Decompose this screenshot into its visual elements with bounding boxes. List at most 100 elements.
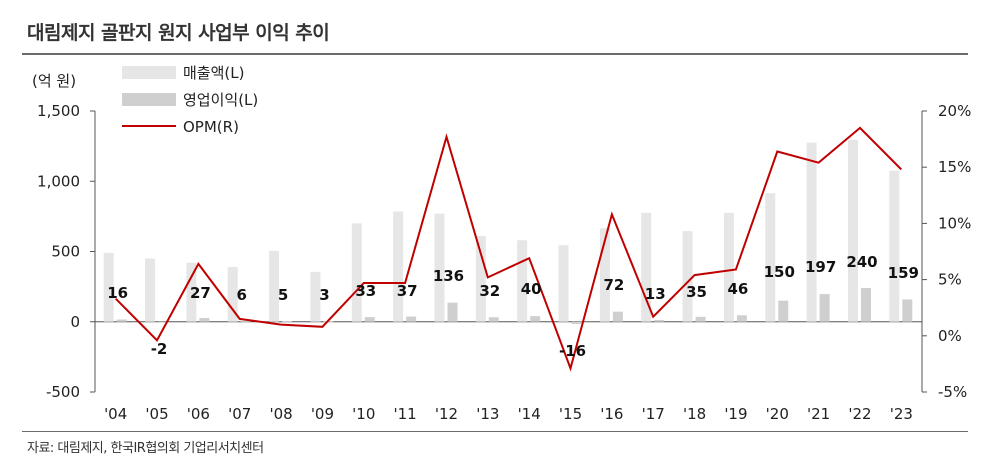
x-tick-label: '21 [807,405,830,423]
footer-divider [22,431,968,432]
chart-title: 대림제지 골판지 원지 사업부 이익 추이 [27,22,330,44]
x-tick-label: '17 [642,405,665,423]
data-label: 46 [727,280,748,298]
operating-income-bar [116,319,127,322]
x-tick-label: '20 [766,405,789,423]
right-tick-label: 0% [938,327,962,345]
title-divider [22,53,968,55]
data-label: 150 [764,263,795,281]
data-label: 72 [603,276,624,294]
data-label: 40 [521,280,542,298]
sales-bar [558,245,569,322]
sales-bar [186,262,197,322]
sales-bar [806,142,817,322]
source-note: 자료: 대림제지, 한국IR협의회 기업리서치센터 [27,441,264,456]
legend-opm-label: OPM(R) [183,118,239,136]
data-label: 5 [278,286,288,304]
operating-income-bar [612,311,623,322]
sales-bar [103,252,114,322]
x-tick-label: '11 [394,405,417,423]
operating-income-bar [860,288,871,322]
data-label: -16 [559,342,586,360]
operating-income-bar [654,319,665,322]
sales-bar [351,223,362,322]
left-tick-label: 1,500 [37,102,80,120]
sales-bar [145,258,156,322]
sales-bar [765,193,776,322]
sales-bar [723,212,734,322]
x-tick-label: '13 [476,405,499,423]
operating-income-bar [530,316,541,322]
x-tick-label: '06 [187,405,210,423]
data-label: 37 [397,282,418,300]
right-tick-label: 5% [938,271,962,289]
operating-income-bar [778,300,789,322]
legend-sales-swatch [122,66,176,79]
data-label: 240 [846,253,877,271]
sales-bar [310,271,321,322]
operating-income-bar [199,317,210,322]
x-tick-label: '10 [352,405,375,423]
right-tick-label: -5% [938,383,967,401]
x-tick-label: '15 [559,405,582,423]
opm-line [114,126,903,372]
data-label: 27 [190,284,211,302]
left-tick-label: -500 [46,383,80,401]
sales-bar [641,212,652,322]
operating-income-bar [282,321,293,323]
data-label: 32 [479,282,500,300]
data-label: 6 [237,286,247,304]
operating-income-bar [571,321,582,324]
left-tick-label: 0 [70,313,80,331]
x-tick-label: '16 [600,405,623,423]
x-tick-label: '18 [683,405,706,423]
x-tick-label: '04 [104,405,127,423]
left-tick-label: 500 [51,243,80,261]
x-tick-label: '14 [518,405,541,423]
legend-operating-income-label: 영업이익(L) [183,91,258,109]
x-tick-label: '12 [435,405,458,423]
operating-income-bar [736,315,747,322]
sales-bar [847,139,858,322]
left-tick-label: 1,000 [37,172,80,190]
sales-bar [227,266,238,322]
y-axis-unit-label: (억 원) [32,72,76,90]
operating-income-bar [406,316,417,322]
data-label: 159 [888,264,919,282]
data-label: 33 [355,282,376,300]
right-tick-label: 20% [938,102,971,120]
operating-income-bar [695,316,706,322]
x-tick-label: '05 [145,405,168,423]
sales-bar [393,211,404,322]
x-tick-label: '22 [848,405,871,423]
sales-bar [434,213,445,322]
data-label: -2 [151,340,168,358]
data-label: 35 [686,283,707,301]
sales-bar [889,170,900,322]
operating-income-bar [364,317,375,322]
sales-bars [103,139,900,322]
operating-income-bars [116,288,913,324]
sales-bar [269,250,280,322]
right-tick-label: 10% [938,214,971,232]
operating-income-bar [902,299,913,322]
x-axis-ticks: '04 '05 '06 '07 '08 '09 '10 '11 '12 '13 '14 '15 '16 '… [104,405,913,423]
axes: -500 0 500 1,000 1,500 -5% 0% 5% 10% 15% 20% '04 '… [37,102,971,423]
x-tick-label: '07 [228,405,251,423]
x-tick-label: '08 [269,405,292,423]
data-label: 136 [433,267,464,285]
operating-income-bar [819,294,830,322]
sales-bar [475,236,486,322]
data-label: 3 [319,286,329,304]
x-tick-label: '19 [724,405,747,423]
legend: 매출액(L) 영업이익(L) OPM(R) [122,64,258,136]
data-label: 13 [645,285,666,303]
operating-income-bar [488,317,499,322]
left-axis-ticks: -500 0 500 1,000 1,500 [37,102,95,401]
sales-bar [682,231,693,322]
legend-operating-income-swatch [122,93,176,106]
data-label: 197 [805,258,836,276]
right-tick-label: 15% [938,158,971,176]
